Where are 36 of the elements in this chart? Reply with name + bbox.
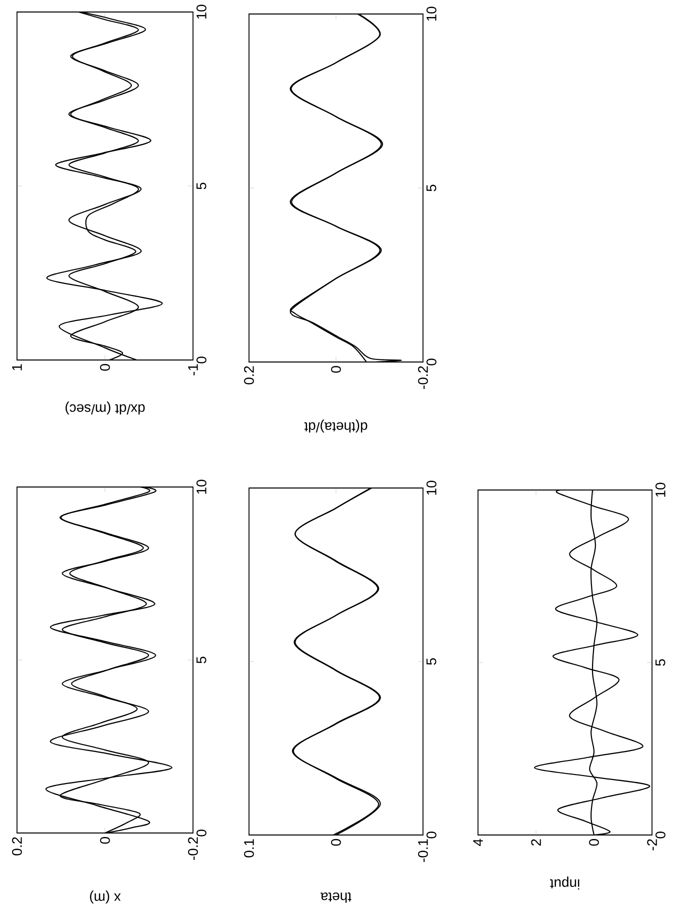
y-tick-label: 5	[196, 656, 206, 664]
x-tick-label: 0.1	[244, 839, 254, 858]
x-tick-label: 0.2	[244, 366, 254, 384]
x-tick-label: -0.2	[188, 837, 198, 860]
y-tick-label: 5	[426, 184, 436, 192]
x-tick-label: -2	[647, 839, 657, 850]
x-axis-title: input	[550, 876, 580, 890]
y-tick-label: 10	[196, 480, 206, 494]
x-axis-title: d(theta)/dt	[304, 420, 368, 433]
x-axis-title: dx/dt (m/sec)	[66, 402, 145, 415]
y-tick-label: 5	[426, 658, 436, 665]
x-tick-label: -0.2	[418, 366, 428, 389]
y-tick-label: 0	[196, 356, 206, 364]
y-tick-label: 0	[426, 358, 436, 366]
y-tick-label: 10	[426, 6, 436, 21]
x-tick-label: -0.1	[418, 839, 428, 862]
y-tick-label: 0	[656, 832, 666, 838]
y-tick-label: 10	[656, 482, 666, 497]
x-tick-label: 0	[331, 366, 341, 373]
x-tick-label: 0	[100, 837, 110, 844]
x-tick-label: 0	[331, 839, 341, 846]
y-tick-label: 5	[196, 182, 206, 190]
x-tick-label: 0	[100, 364, 110, 371]
y-tick-label: 0	[426, 832, 436, 838]
x-tick-label: 2	[531, 839, 541, 846]
x-tick-label: 0	[589, 839, 599, 846]
x-tick-label: 1	[12, 364, 22, 370]
y-tick-label: 0	[196, 830, 206, 836]
x-tick-label: 4	[473, 838, 483, 846]
x-axis-title: x (m)	[90, 890, 121, 904]
y-tick-label: 10	[426, 480, 436, 495]
x-tick-label: -1	[188, 364, 198, 376]
y-tick-label: 5	[656, 659, 666, 666]
x-axis-title: theta	[320, 892, 352, 903]
x-tick-label: 0.2	[12, 837, 22, 856]
y-tick-label: 10	[196, 4, 206, 19]
